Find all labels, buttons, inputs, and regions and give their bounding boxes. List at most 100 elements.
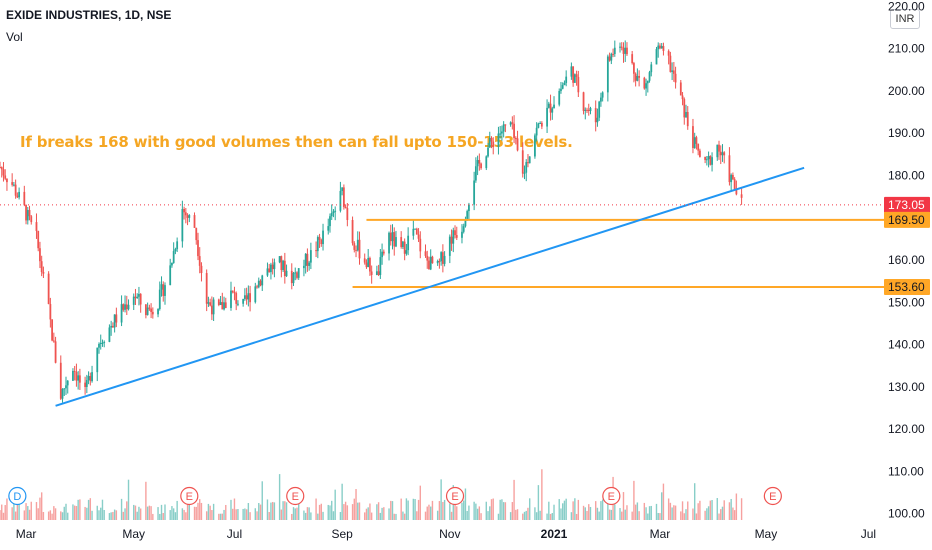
volume-bar [610, 509, 613, 520]
candle-body [547, 103, 550, 108]
volume-bar [280, 509, 283, 520]
candle-body [551, 108, 554, 113]
volume-bar [553, 504, 555, 520]
volume-bar [692, 508, 694, 520]
candle-body [474, 166, 477, 181]
volume-bar [77, 499, 79, 520]
candle-body [26, 210, 29, 221]
volume-bar [697, 503, 699, 520]
volume-bar [560, 508, 562, 520]
volume-bar [23, 510, 26, 520]
candle-body [169, 265, 172, 286]
volume-bar [735, 493, 738, 520]
candle-body [122, 304, 125, 310]
candle-body [613, 47, 616, 55]
candle-body [231, 290, 234, 293]
candle-body [596, 117, 599, 123]
volume-bar [199, 499, 201, 520]
candle-body [329, 216, 331, 227]
candle-body [582, 92, 585, 111]
event-marker-label: D [13, 491, 21, 503]
candle-body [370, 271, 373, 275]
candle-body [342, 187, 345, 207]
volume-bar [233, 498, 236, 520]
volume-bar [351, 504, 354, 520]
volume-bar [522, 513, 524, 520]
y-tick-label: 210.00 [888, 42, 925, 56]
candle-body [30, 216, 33, 223]
volume-bar [463, 500, 465, 520]
candle-body [388, 232, 390, 254]
candle-body [77, 375, 80, 381]
candle-body [249, 293, 251, 303]
y-tick-label: 180.00 [888, 168, 925, 182]
candle-body [405, 250, 408, 254]
volume-bar [310, 512, 312, 520]
candle-body [51, 319, 54, 341]
volume-bar [37, 508, 39, 520]
candle-body [99, 343, 102, 345]
level-tag-bg [884, 279, 930, 296]
volume-bar [732, 507, 734, 520]
x-tick-label: Jul [227, 527, 242, 541]
candle-body [11, 182, 14, 185]
candle-body [110, 325, 113, 328]
currency-button[interactable]: INR [890, 9, 920, 29]
volume-bar [249, 512, 251, 520]
candle-body [6, 178, 8, 183]
volume-bar [124, 508, 126, 520]
volume-bar [39, 497, 41, 520]
candle-body [309, 250, 312, 263]
volume-bar [221, 513, 224, 520]
candle-body [174, 249, 177, 252]
event-marker-label: E [769, 491, 776, 503]
volume-bar [431, 500, 434, 520]
candle-body [101, 342, 104, 344]
candle-body [584, 109, 587, 111]
volume-bar [320, 503, 322, 520]
volume-bar [499, 499, 501, 520]
candle-body [205, 273, 208, 304]
y-tick-label: 120.00 [888, 422, 925, 436]
volume-bar [51, 513, 53, 520]
candle-body [52, 340, 55, 342]
volume-bar [577, 499, 580, 520]
volume-bar [235, 509, 237, 520]
volume-bar [136, 511, 138, 520]
volume-bar [186, 502, 189, 520]
candle-body [633, 63, 635, 74]
volume-bar [65, 503, 67, 520]
candle-body [209, 302, 212, 306]
volume-bar [614, 504, 616, 520]
volume-bar [232, 508, 234, 520]
candle-body [268, 268, 271, 273]
candle-body [318, 237, 321, 240]
volume-bar [430, 506, 432, 520]
candle-body [377, 271, 380, 275]
candle-body [296, 272, 298, 278]
candle-body [549, 103, 552, 113]
volume-bar [148, 505, 151, 520]
volume-bar [172, 508, 175, 520]
candle-body [709, 156, 712, 165]
candle-body [315, 250, 317, 252]
trendline [55, 166, 805, 407]
volume-bar [424, 511, 427, 520]
candle-body [461, 231, 463, 238]
volume-bar [294, 508, 296, 520]
volume-bar [237, 509, 239, 520]
volume-bar [14, 511, 17, 520]
level-tag-bg [884, 211, 930, 228]
candle-body [454, 230, 456, 236]
candle-body [626, 47, 628, 55]
candle-body [136, 296, 139, 299]
volume-bar [2, 512, 5, 520]
volume-bar [304, 512, 307, 520]
volume-bar [254, 508, 257, 520]
candle-body [523, 172, 526, 174]
volume-bar [30, 501, 32, 520]
volume-bar [245, 509, 248, 520]
candle-body [245, 295, 248, 300]
candle-body [728, 155, 731, 183]
